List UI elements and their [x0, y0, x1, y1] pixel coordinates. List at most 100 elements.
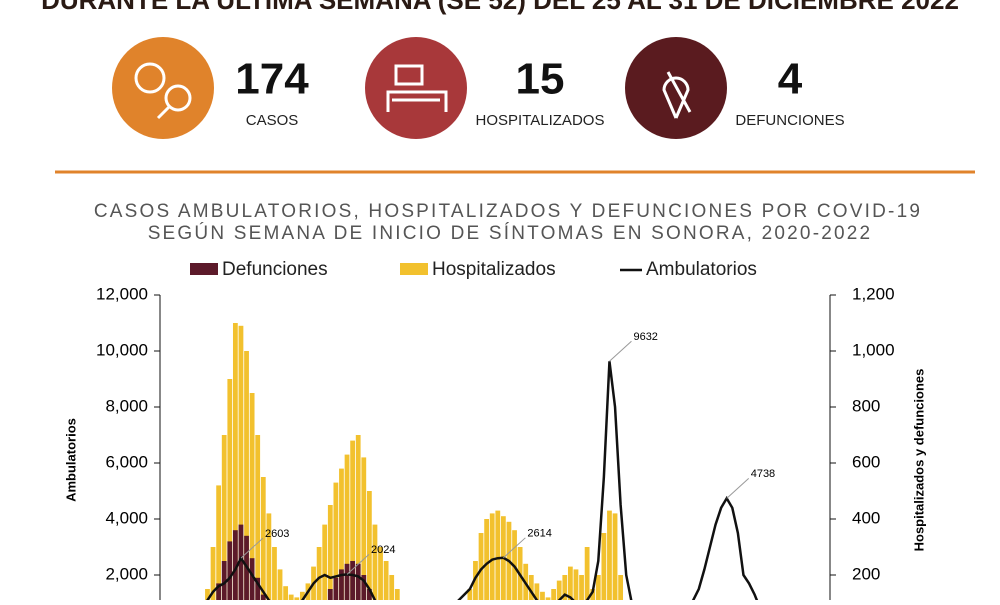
bar [573, 569, 579, 605]
bar [255, 577, 261, 605]
chart-subtitle: SEGÚN SEMANA DE INICIO DE SÍNTOMAS EN SO… [148, 222, 873, 244]
bar [333, 577, 339, 605]
bar [272, 547, 277, 605]
bar [607, 510, 612, 605]
bar [489, 513, 495, 605]
bar [344, 563, 350, 605]
bar [344, 454, 350, 605]
bar [361, 575, 367, 605]
bar [260, 477, 266, 605]
y2-tick-label: 200 [852, 564, 880, 583]
bar [339, 468, 344, 605]
bar [249, 393, 255, 605]
legend-swatch [400, 263, 428, 275]
virus-icon [134, 62, 166, 94]
bar [249, 558, 255, 605]
stat-value: 174 [235, 55, 309, 104]
bar [612, 513, 618, 605]
bar [366, 491, 372, 605]
annotation-leader [240, 537, 264, 559]
bar [327, 589, 333, 605]
bar [378, 547, 383, 605]
bar [506, 521, 512, 605]
bar [500, 516, 506, 605]
bar [255, 435, 261, 605]
ribbon-icon [662, 71, 692, 119]
bar [316, 547, 322, 605]
annotation-leader [346, 553, 370, 575]
y2-tick-label: 400 [852, 508, 880, 527]
bar [350, 440, 356, 605]
bar [232, 323, 238, 605]
annotation: 2614 [527, 528, 551, 540]
stat-circle [112, 37, 214, 139]
monitor-icon [394, 64, 424, 86]
bar [495, 510, 501, 605]
y2-tick-label: 800 [852, 396, 880, 415]
bar [333, 482, 339, 605]
bar [601, 533, 607, 605]
y-tick-label: 12,000 [96, 284, 148, 303]
legend-label: Hospitalizados [432, 259, 556, 280]
y2-tick-label: 1,000 [852, 340, 895, 359]
bar [355, 563, 361, 605]
y-tick-label: 8,000 [105, 396, 148, 415]
bar [556, 580, 562, 605]
bar [238, 524, 244, 605]
annotation: 9632 [633, 331, 657, 343]
bar [551, 589, 557, 605]
bar [322, 524, 328, 605]
bar [618, 575, 624, 605]
y-axis-title: Ambulatorios [63, 418, 78, 502]
bar [216, 583, 222, 605]
bar [244, 535, 249, 605]
bar [283, 586, 289, 605]
y2-tick-label: 600 [852, 452, 880, 471]
bar [361, 457, 367, 605]
bar [595, 575, 601, 605]
y-tick-label: 2,000 [105, 564, 148, 583]
magnifier-handle [156, 104, 172, 120]
bar [227, 541, 233, 605]
annotation-leader [503, 537, 526, 559]
bar [216, 485, 222, 605]
bar [584, 547, 590, 605]
bar [366, 589, 372, 605]
bar [579, 575, 584, 605]
stat-circle [365, 37, 467, 139]
bar [327, 505, 333, 605]
magnifier-icon [164, 84, 192, 112]
y2-axis-title: Hospitalizados y defunciones [911, 369, 926, 552]
annotation-leader [609, 340, 632, 362]
bar [288, 594, 294, 605]
annotation: 2603 [265, 528, 289, 540]
stat-label: HOSPITALIZADOS [476, 112, 605, 129]
bar [467, 589, 473, 605]
bar [210, 547, 216, 605]
y2-tick-label: 1,200 [852, 284, 895, 303]
bar [473, 561, 478, 605]
bar [383, 561, 389, 605]
bar [305, 583, 311, 605]
header-title: DURANTE LA ÚLTIMA SEMANA (SE 52) DEL 25 … [41, 0, 959, 15]
legend-label: Ambulatorios [646, 259, 757, 280]
bar [540, 591, 545, 605]
bar [394, 589, 400, 605]
annotation: 4738 [751, 468, 775, 480]
bar [562, 575, 568, 605]
bar [266, 513, 272, 605]
annotation: 2024 [371, 544, 395, 556]
legend-swatch [190, 263, 218, 275]
bar [205, 589, 210, 605]
bar [567, 566, 573, 605]
y-tick-label: 4,000 [105, 508, 148, 527]
stat-value: 4 [778, 55, 803, 104]
bar [277, 569, 283, 605]
bar [339, 569, 344, 605]
legend-label: Defunciones [222, 259, 328, 280]
bar [484, 519, 490, 605]
bar [227, 379, 233, 605]
bar [389, 575, 395, 605]
